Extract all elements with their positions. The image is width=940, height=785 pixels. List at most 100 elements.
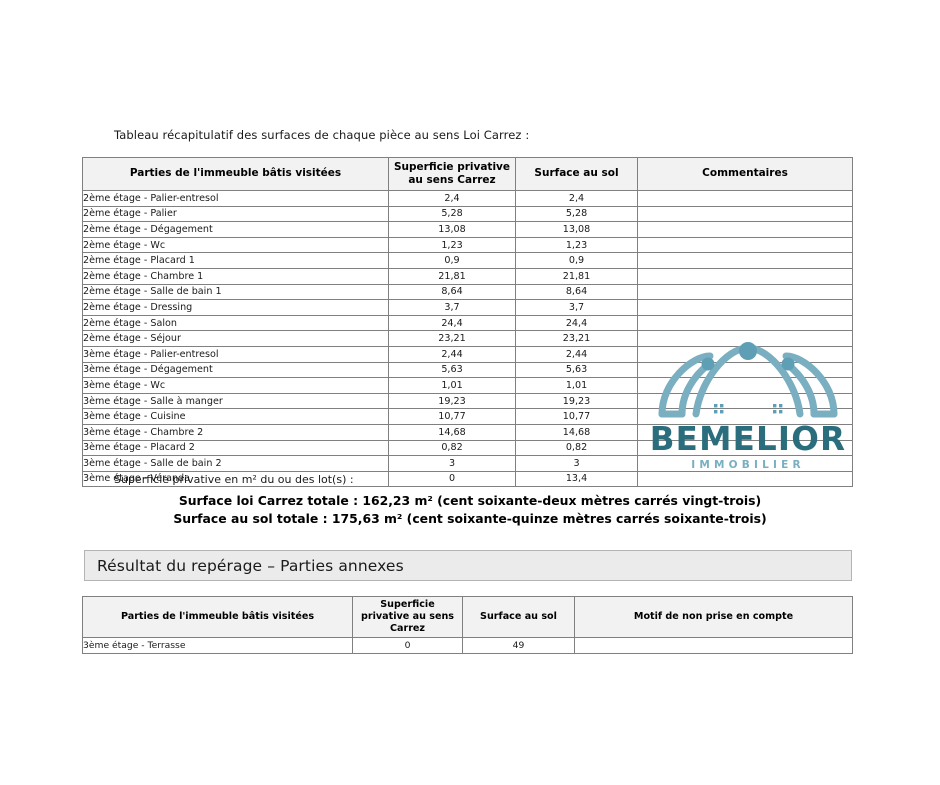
total-carrez: Surface loi Carrez totale : 162,23 m² (c… bbox=[178, 493, 762, 508]
cell-room-label: 3ème étage - Dégagement bbox=[82, 361, 389, 379]
cell-room-label: 2ème étage - Wc bbox=[82, 236, 389, 254]
annex-cell-surface-au-sol: 49 bbox=[462, 636, 575, 654]
cell-surface-au-sol: 13,4 bbox=[515, 470, 638, 488]
table-row: 2ème étage - Chambre 1 21,81 21,81 bbox=[82, 267, 853, 285]
annex-table-body: 3ème étage - Terrasse 0 49 bbox=[82, 636, 853, 654]
cell-surface-au-sol: 2,44 bbox=[515, 345, 638, 363]
cell-superficie-carrez: 23,21 bbox=[388, 330, 516, 347]
cell-commentaire bbox=[637, 423, 853, 441]
cell-commentaire bbox=[637, 455, 853, 472]
header-commentaires: Commentaires bbox=[637, 157, 853, 191]
table-row: 2ème étage - Salon 24,4 24,4 bbox=[82, 314, 853, 332]
cell-room-label: 3ème étage - Placard 2 bbox=[82, 439, 389, 457]
cell-surface-au-sol: 0,9 bbox=[515, 252, 638, 269]
cell-commentaire bbox=[637, 470, 853, 488]
cell-surface-au-sol: 21,81 bbox=[515, 267, 638, 285]
cell-superficie-carrez: 0,82 bbox=[388, 439, 516, 457]
cell-room-label: 2ème étage - Placard 1 bbox=[82, 252, 389, 269]
annex-header-superficie-carrez: Superficie privative au sens Carrez bbox=[352, 596, 463, 638]
cell-commentaire bbox=[637, 408, 853, 425]
cell-surface-au-sol: 1,23 bbox=[515, 236, 638, 254]
cell-room-label: 2ème étage - Salle de bain 1 bbox=[82, 283, 389, 301]
table-row: 3ème étage - Dégagement 5,63 5,63 bbox=[82, 361, 853, 379]
cell-room-label: 3ème étage - Wc bbox=[82, 377, 389, 394]
cell-superficie-carrez: 1,23 bbox=[388, 236, 516, 254]
cell-surface-au-sol: 14,68 bbox=[515, 423, 638, 441]
cell-superficie-carrez: 2,44 bbox=[388, 345, 516, 363]
cell-superficie-carrez: 3 bbox=[388, 455, 516, 472]
surfaces-table: Parties de l'immeuble bâtis visitées Sup… bbox=[82, 157, 853, 488]
cell-commentaire bbox=[637, 190, 853, 207]
cell-room-label: 3ème étage - Salle à manger bbox=[82, 392, 389, 410]
cell-commentaire bbox=[637, 330, 853, 347]
header-parties: Parties de l'immeuble bâtis visitées bbox=[82, 157, 389, 191]
cell-surface-au-sol: 5,63 bbox=[515, 361, 638, 379]
cell-room-label: 2ème étage - Dégagement bbox=[82, 221, 389, 238]
annex-header-motif: Motif de non prise en compte bbox=[574, 596, 853, 638]
table-row: 3ème étage - Véranda 0 13,4 bbox=[82, 470, 853, 488]
table-row: 2ème étage - Palier-entresol 2,4 2,4 bbox=[82, 190, 853, 207]
annex-cell-superficie-carrez: 0 bbox=[352, 636, 463, 654]
cell-superficie-carrez: 5,28 bbox=[388, 205, 516, 223]
table-row: 2ème étage - Placard 1 0,9 0,9 bbox=[82, 252, 853, 269]
table-row: 3ème étage - Placard 2 0,82 0,82 bbox=[82, 439, 853, 457]
cell-commentaire bbox=[637, 392, 853, 410]
table-row: 2ème étage - Palier 5,28 5,28 bbox=[82, 205, 853, 223]
cell-superficie-carrez: 3,7 bbox=[388, 299, 516, 316]
table-row: 2ème étage - Dégagement 13,08 13,08 bbox=[82, 221, 853, 238]
cell-commentaire bbox=[637, 221, 853, 238]
annex-section-title: Résultat du repérage – Parties annexes bbox=[97, 556, 404, 575]
cell-surface-au-sol: 3,7 bbox=[515, 299, 638, 316]
table-row: 3ème étage - Salle à manger 19,23 19,23 bbox=[82, 392, 853, 410]
header-surface-au-sol: Surface au sol bbox=[515, 157, 638, 191]
cell-surface-au-sol: 2,4 bbox=[515, 190, 638, 207]
annex-header-surface-au-sol: Surface au sol bbox=[462, 596, 575, 638]
cell-commentaire bbox=[637, 345, 853, 363]
table-row: 3ème étage - Palier-entresol 2,44 2,44 bbox=[82, 345, 853, 363]
cell-superficie-carrez: 0,9 bbox=[388, 252, 516, 269]
table-row: 2ème étage - Séjour 23,21 23,21 bbox=[82, 330, 853, 347]
cell-room-label: 3ème étage - Cuisine bbox=[82, 408, 389, 425]
totals-block: Surface loi Carrez totale : 162,23 m² (c… bbox=[0, 492, 940, 527]
header-superficie-carrez: Superficie privative au sens Carrez bbox=[388, 157, 516, 191]
surfaces-table-head: Parties de l'immeuble bâtis visitées Sup… bbox=[82, 157, 853, 191]
superficie-privative-label: Superficie privative en m² du ou des lot… bbox=[114, 473, 354, 486]
cell-commentaire bbox=[637, 299, 853, 316]
cell-room-label: 2ème étage - Palier-entresol bbox=[82, 190, 389, 207]
cell-commentaire bbox=[637, 236, 853, 254]
cell-room-label: 2ème étage - Dressing bbox=[82, 299, 389, 316]
cell-superficie-carrez: 21,81 bbox=[388, 267, 516, 285]
cell-superficie-carrez: 14,68 bbox=[388, 423, 516, 441]
annex-table: Parties de l'immeuble bâtis visitées Sup… bbox=[82, 596, 853, 654]
cell-superficie-carrez: 8,64 bbox=[388, 283, 516, 301]
table-row: 3ème étage - Wc 1,01 1,01 bbox=[82, 377, 853, 394]
cell-commentaire bbox=[637, 205, 853, 223]
cell-superficie-carrez: 13,08 bbox=[388, 221, 516, 238]
annex-table-head: Parties de l'immeuble bâtis visitées Sup… bbox=[82, 596, 853, 638]
table-row: 2ème étage - Salle de bain 1 8,64 8,64 bbox=[82, 283, 853, 301]
cell-superficie-carrez: 24,4 bbox=[388, 314, 516, 332]
intro-text: Tableau récapitulatif des surfaces de ch… bbox=[114, 128, 530, 142]
cell-surface-au-sol: 5,28 bbox=[515, 205, 638, 223]
annex-cell-room-label: 3ème étage - Terrasse bbox=[82, 636, 353, 654]
cell-superficie-carrez: 10,77 bbox=[388, 408, 516, 425]
cell-surface-au-sol: 8,64 bbox=[515, 283, 638, 301]
annex-cell-motif bbox=[574, 636, 853, 654]
annex-section-banner: Résultat du repérage – Parties annexes bbox=[84, 550, 852, 581]
cell-surface-au-sol: 10,77 bbox=[515, 408, 638, 425]
table-row: 2ème étage - Dressing 3,7 3,7 bbox=[82, 299, 853, 316]
cell-surface-au-sol: 24,4 bbox=[515, 314, 638, 332]
cell-room-label: 3ème étage - Salle de bain 2 bbox=[82, 455, 389, 472]
surfaces-table-body: 2ème étage - Palier-entresol 2,4 2,4 2ème é… bbox=[82, 190, 853, 488]
cell-commentaire bbox=[637, 361, 853, 379]
cell-surface-au-sol: 0,82 bbox=[515, 439, 638, 457]
cell-superficie-carrez: 1,01 bbox=[388, 377, 516, 394]
cell-superficie-carrez: 0 bbox=[388, 470, 516, 488]
cell-surface-au-sol: 23,21 bbox=[515, 330, 638, 347]
cell-superficie-carrez: 5,63 bbox=[388, 361, 516, 379]
cell-room-label: 3ème étage - Palier-entresol bbox=[82, 345, 389, 363]
cell-room-label: 2ème étage - Palier bbox=[82, 205, 389, 223]
cell-commentaire bbox=[637, 252, 853, 269]
cell-commentaire bbox=[637, 439, 853, 457]
cell-room-label: 2ème étage - Chambre 1 bbox=[82, 267, 389, 285]
